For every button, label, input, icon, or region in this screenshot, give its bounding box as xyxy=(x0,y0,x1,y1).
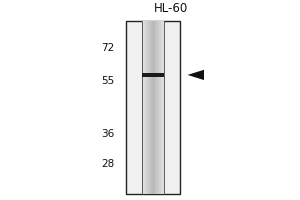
Bar xyxy=(142,73,164,77)
Bar xyxy=(161,21,162,194)
Bar xyxy=(159,21,160,194)
Text: 72: 72 xyxy=(101,43,114,53)
Bar xyxy=(146,21,147,194)
Bar xyxy=(155,21,156,194)
Bar xyxy=(160,21,161,194)
Bar xyxy=(148,21,149,194)
Bar xyxy=(156,21,157,194)
Polygon shape xyxy=(188,70,204,80)
Bar xyxy=(163,21,164,194)
Bar xyxy=(158,21,159,194)
Bar xyxy=(143,21,144,194)
Bar xyxy=(149,21,150,194)
Bar xyxy=(144,21,145,194)
Bar xyxy=(142,21,143,194)
Text: 36: 36 xyxy=(101,129,114,139)
Bar xyxy=(153,21,154,194)
Bar xyxy=(150,21,151,194)
Bar xyxy=(126,21,180,194)
Bar xyxy=(162,21,163,194)
Bar xyxy=(152,21,153,194)
Bar xyxy=(157,21,158,194)
Bar xyxy=(147,21,148,194)
Bar xyxy=(151,21,152,194)
Bar xyxy=(154,21,155,194)
Text: HL-60: HL-60 xyxy=(154,2,188,15)
Text: 55: 55 xyxy=(101,76,114,86)
Bar xyxy=(145,21,146,194)
Text: 28: 28 xyxy=(101,159,114,169)
